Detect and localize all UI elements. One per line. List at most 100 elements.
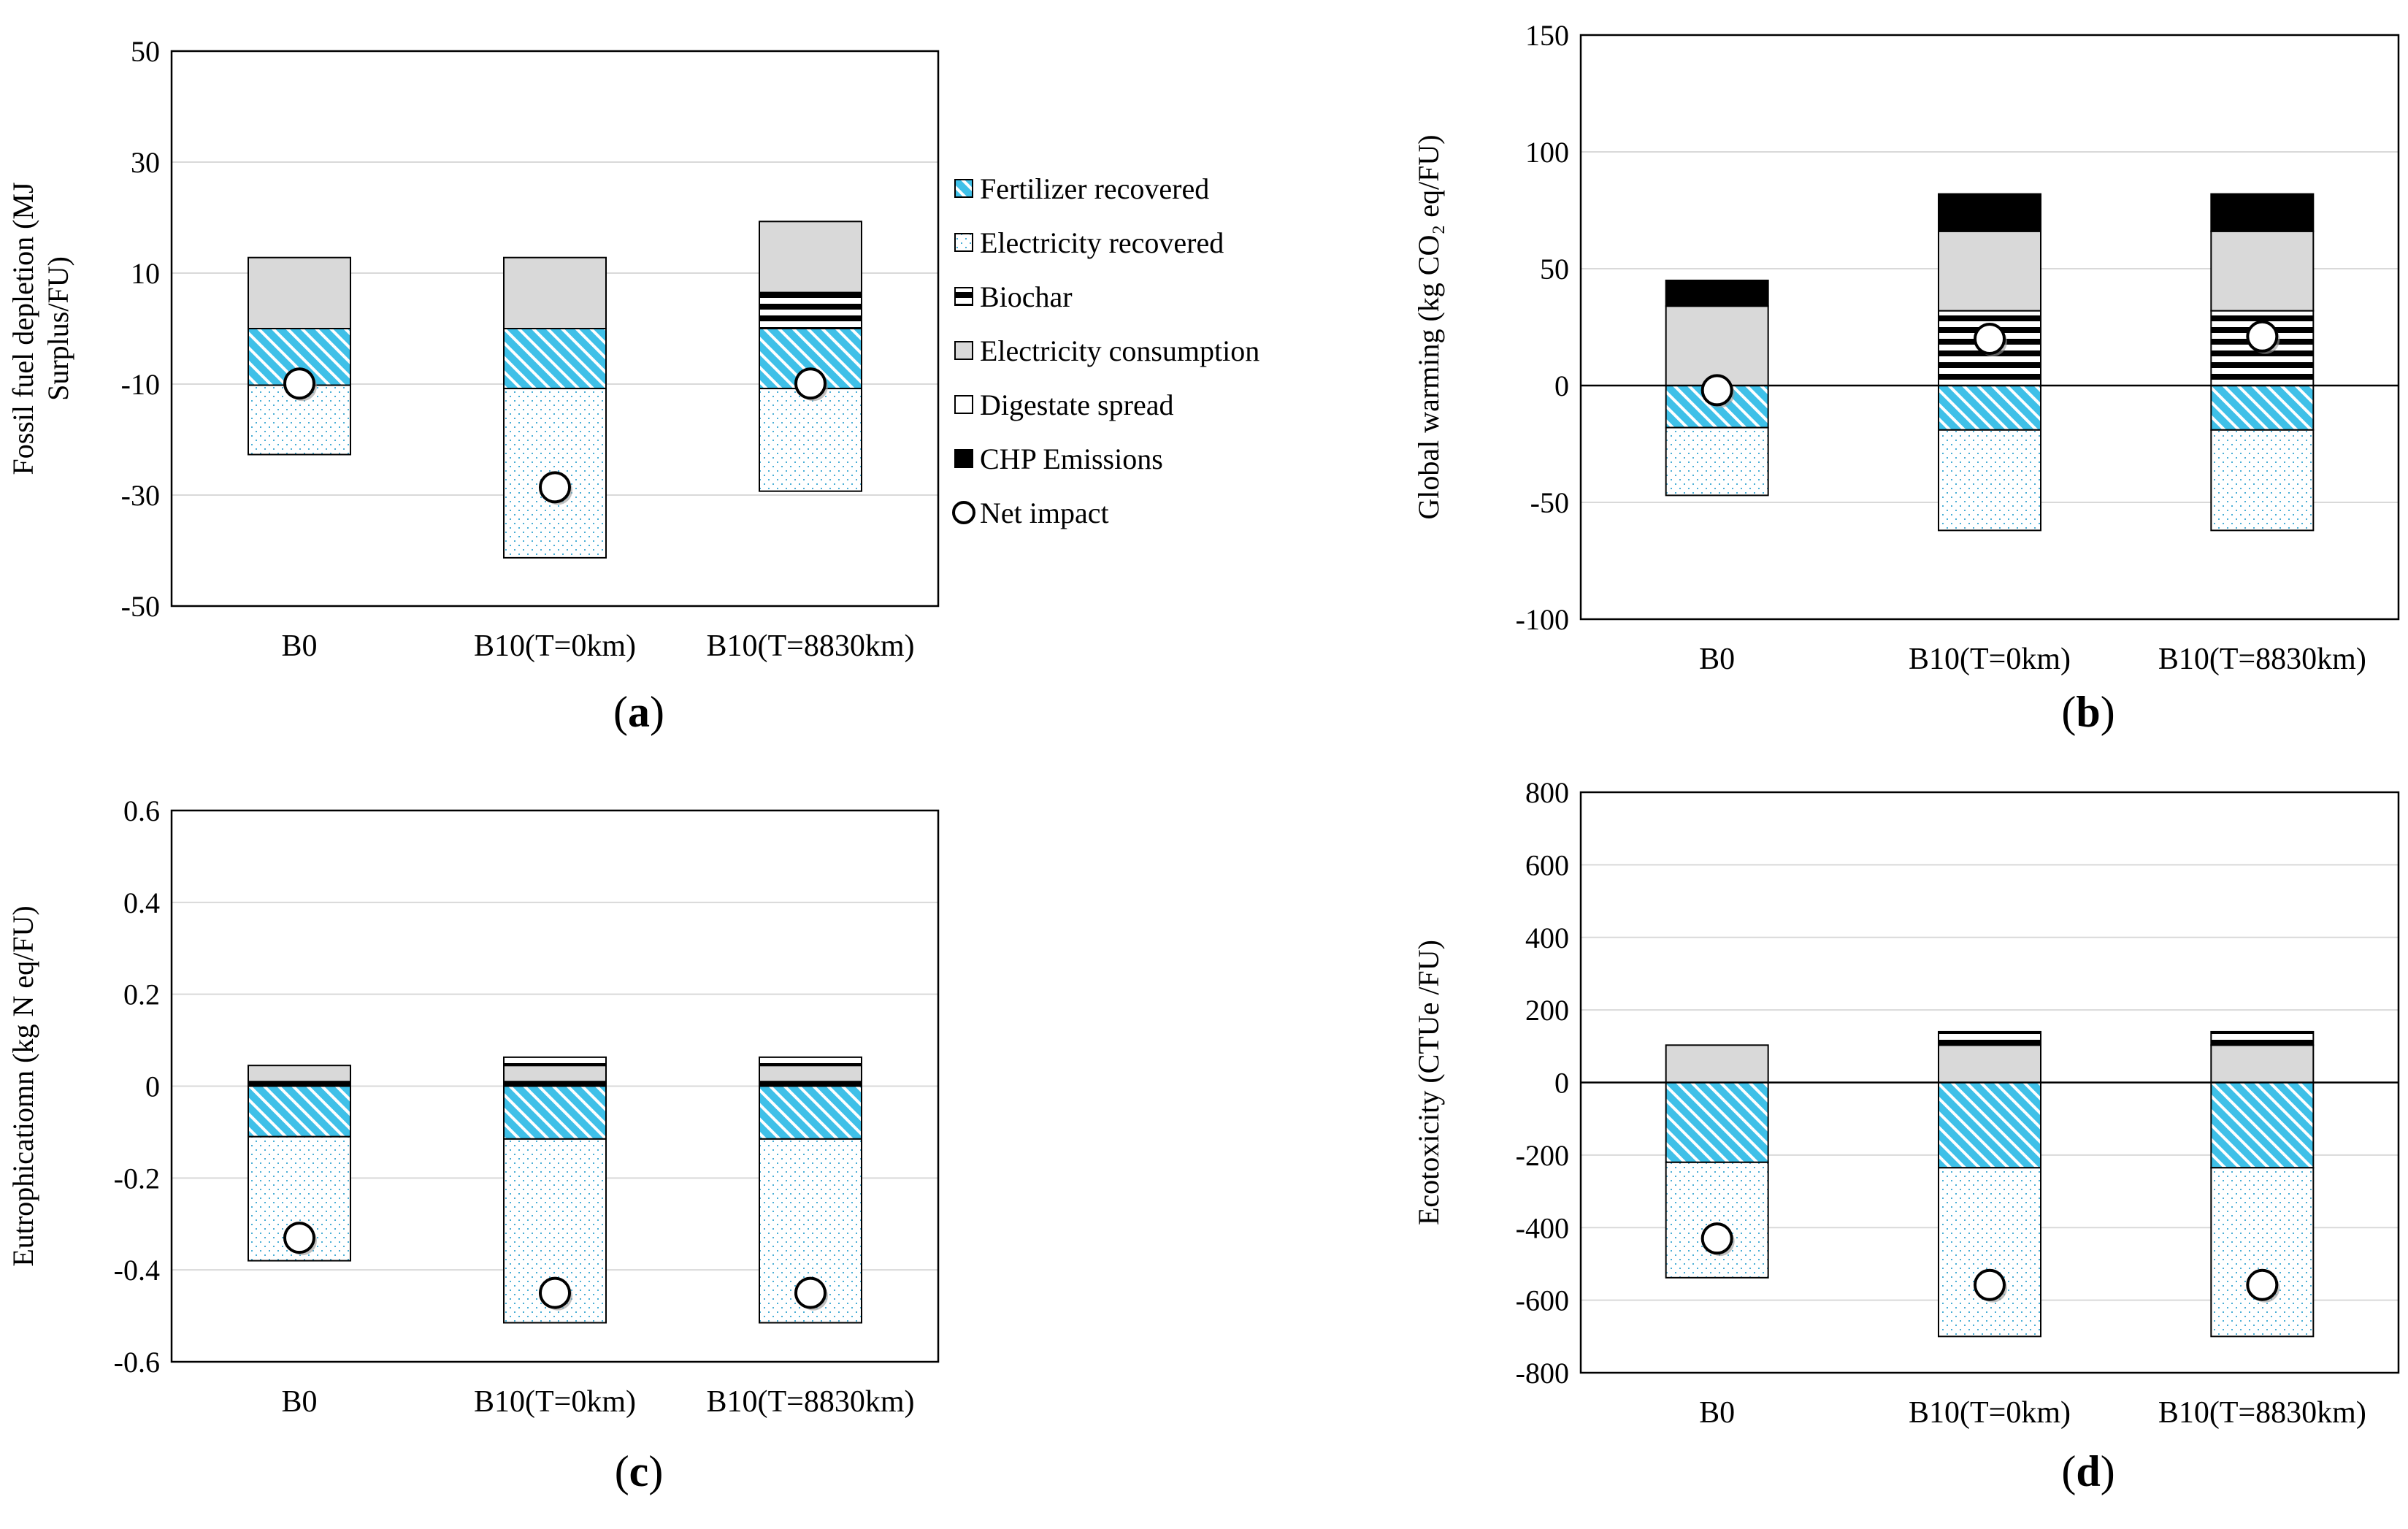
net-impact-marker — [1974, 323, 2006, 355]
net-impact-marker — [1700, 374, 1733, 407]
y-tick-label: 400 — [1525, 921, 1569, 954]
y-tick-label: 800 — [1525, 776, 1569, 809]
chart-panel-d: 800 600 400 200 0 -200 -400 -600 -800 B0 B10(T=0km… — [1412, 776, 2400, 1495]
x-tick-label: B0 — [1699, 643, 1735, 676]
x-tick-label: B10(T=0km) — [1909, 1396, 2071, 1430]
x-tick-label: B0 — [281, 629, 317, 663]
net-impact-marker — [2246, 1268, 2279, 1301]
chart-panel-c: 0.6 0.4 0.2 0 -0.2 -0.4 -0.6 B0 B10(T=0km) B10(T=… — [7, 794, 940, 1495]
y-tick-label: -100 — [1516, 603, 1569, 636]
bar-segment-biochar — [503, 1056, 607, 1067]
y-axis-label: Global warming (kg CO₂ eq/FU) — [1412, 134, 1445, 519]
legend-item-electricity-consumption: Electricity consumption — [954, 334, 1259, 367]
bar-segment-electricity-consumption — [2210, 1044, 2315, 1084]
x-tick-label: B10(T=0km) — [474, 1385, 636, 1419]
bar-segment-electricity-recovered — [1938, 1167, 2041, 1338]
y-tick-label: 30 — [131, 146, 160, 179]
panel-label: (b) — [2061, 688, 2114, 736]
net-impact-marker — [794, 367, 827, 400]
x-tick-label: B10(T=0km) — [1909, 643, 2071, 676]
x-tick-label: B0 — [1699, 1396, 1735, 1430]
net-impact-marker — [539, 471, 571, 504]
bar-segment-fertilizer — [2210, 385, 2315, 431]
bar-segment-electricity-consumption — [1665, 1044, 1769, 1084]
y-tick-label: 0 — [1554, 1067, 1569, 1100]
y-tick-label: -0.2 — [114, 1162, 160, 1195]
y-axis-label: Eutrophicatiomn (kg N eq/FU) — [7, 905, 39, 1266]
legend-label: Net impact — [980, 497, 1109, 529]
legend-item-biochar: Biochar — [954, 280, 1073, 313]
y-tick-label: -200 — [1516, 1139, 1569, 1172]
bar-segment-electricity-consumption — [759, 221, 862, 294]
y-tick-label: -600 — [1516, 1284, 1569, 1317]
y-axis-label: Ecotoxicity (CTUe /FU) — [1412, 940, 1445, 1225]
legend-label: Fertilizer recovered — [980, 172, 1209, 205]
legend: Fertilizer recovered Electricity recovere… — [952, 172, 1259, 529]
bar-segment-electricity-consumption — [503, 1065, 607, 1083]
legend-item-fertilizer: Fertilizer recovered — [954, 172, 1209, 205]
y-tick-label: -0.4 — [114, 1254, 160, 1287]
y-tick-label: 0 — [145, 1070, 160, 1103]
bar-segment-biochar — [2210, 1030, 2315, 1046]
y-tick-label: -400 — [1516, 1211, 1569, 1244]
legend-swatch — [954, 395, 973, 414]
legend-swatch — [952, 501, 975, 524]
chart-panel-a: 50 30 10 -10 -30 -50 B0 B10(T=0km) B10(T=8830km)… — [7, 35, 940, 736]
bar-segment-fertilizer — [1938, 1081, 2041, 1169]
bar-segment-electricity-consumption — [1938, 1044, 2041, 1084]
bar-segment-electricity-consumption — [1938, 230, 2041, 312]
bar-segment-electricity-recovered — [759, 388, 862, 492]
y-tick-label: -50 — [121, 590, 160, 623]
plot-frame — [1579, 34, 2400, 621]
bar-segment-fertilizer — [1938, 385, 2041, 431]
y-tick-label: -10 — [121, 368, 160, 401]
plot-frame — [170, 50, 940, 608]
legend-item-digestate: Digestate spread — [954, 388, 1173, 421]
net-impact-marker — [283, 1222, 315, 1254]
bar-segment-electricity-consumption — [248, 256, 351, 329]
legend-label: Electricity recovered — [980, 226, 1224, 259]
legend-swatch — [954, 233, 973, 252]
bar-segment-electricity-consumption — [2210, 230, 2315, 312]
bar-segment-electricity-consumption — [503, 256, 607, 329]
y-axis-label: Surplus/FU) — [42, 256, 74, 401]
legend-swatch — [954, 179, 973, 198]
bar-segment-electricity-consumption — [759, 1065, 862, 1083]
panel-label: (a) — [613, 688, 664, 736]
bar-segment-electricity-consumption — [248, 1065, 351, 1083]
y-tick-label: 50 — [131, 35, 160, 68]
net-impact-marker — [2246, 320, 2279, 353]
panel-label: (c) — [615, 1447, 664, 1495]
bar-segment-electricity-recovered — [2210, 429, 2315, 532]
net-impact-marker — [539, 1276, 571, 1309]
legend-label: CHP Emissions — [980, 442, 1163, 475]
chart-panel-b: 150 100 50 0 -50 -100 B0 B10(T=0km) B10(T=8830km… — [1412, 19, 2400, 736]
bar-segment-fertilizer — [503, 328, 607, 390]
bar-segment-fertilizer — [503, 1085, 607, 1140]
legend-item-chp: CHP Emissions — [954, 442, 1163, 475]
y-tick-label: 0 — [1554, 369, 1569, 402]
legend-swatch — [954, 287, 973, 306]
y-tick-label: 100 — [1525, 136, 1569, 169]
y-tick-label: 50 — [1540, 253, 1569, 286]
bar-segment-biochar — [759, 1056, 862, 1067]
legend-label: Digestate spread — [980, 388, 1173, 421]
x-tick-label: B10(T=8830km) — [2158, 1396, 2366, 1430]
legend-swatch — [954, 449, 973, 468]
bar-segment-electricity-recovered — [2210, 1167, 2315, 1338]
y-tick-label: 600 — [1525, 848, 1569, 881]
bar-segment-fertilizer — [248, 1085, 351, 1138]
legend-item-electricity-recovered: Electricity recovered — [954, 226, 1224, 259]
panel-label: (d) — [2061, 1447, 2114, 1495]
legend-label: Biochar — [980, 280, 1073, 313]
plot-frame — [1579, 791, 2400, 1374]
x-tick-label: B10(T=8830km) — [707, 629, 915, 663]
bar-segment-fertilizer — [1665, 1081, 1769, 1163]
legend-label: Electricity consumption — [980, 334, 1259, 367]
y-tick-label: 200 — [1525, 994, 1569, 1027]
y-tick-label: 150 — [1525, 19, 1569, 52]
net-impact-marker — [1700, 1222, 1733, 1255]
legend-swatch — [954, 341, 973, 360]
x-tick-label: B10(T=0km) — [474, 629, 636, 663]
